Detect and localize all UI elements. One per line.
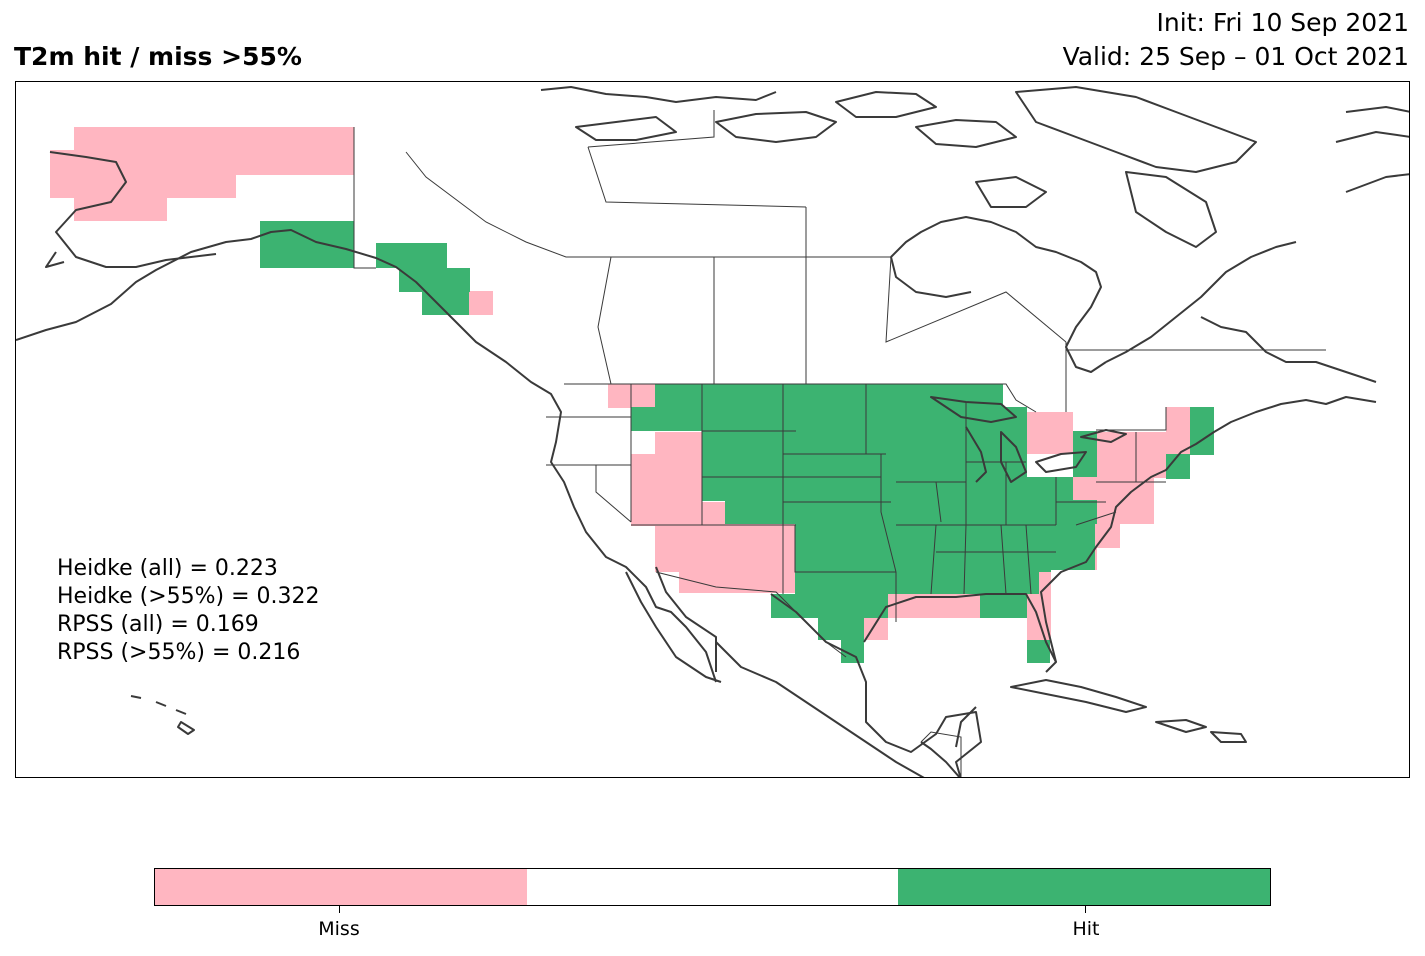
borders <box>353 110 1326 777</box>
rpss-above-55: RPSS (>55%) = 0.216 <box>57 640 301 665</box>
skill-scores: Heidke (all) = 0.223 Heidke (>55%) = 0.3… <box>57 555 320 667</box>
init-date: Init: Fri 10 Sep 2021 <box>1156 8 1409 37</box>
colorbar-miss-segment <box>155 869 527 905</box>
valid-period: Valid: 25 Sep – 01 Oct 2021 <box>1062 42 1409 71</box>
colorbar <box>154 868 1271 906</box>
colorbar-label-hit: Hit <box>1072 918 1100 940</box>
map-canvas <box>16 86 1409 777</box>
colorbar-label-miss: Miss <box>318 918 360 940</box>
colorbar-hit-segment <box>898 869 1271 905</box>
map-title: T2m hit / miss >55% <box>14 42 302 71</box>
map-panel <box>15 81 1410 778</box>
colorbar-tick-hit <box>1085 906 1086 913</box>
colorbar-neutral-segment <box>526 869 899 905</box>
hit-cells <box>260 221 1214 663</box>
rpss-all: RPSS (all) = 0.169 <box>57 612 259 637</box>
heidke-above-55: Heidke (>55%) = 0.322 <box>57 584 320 609</box>
colorbar-tick-miss <box>339 906 340 913</box>
heidke-all: Heidke (all) = 0.223 <box>57 556 278 581</box>
